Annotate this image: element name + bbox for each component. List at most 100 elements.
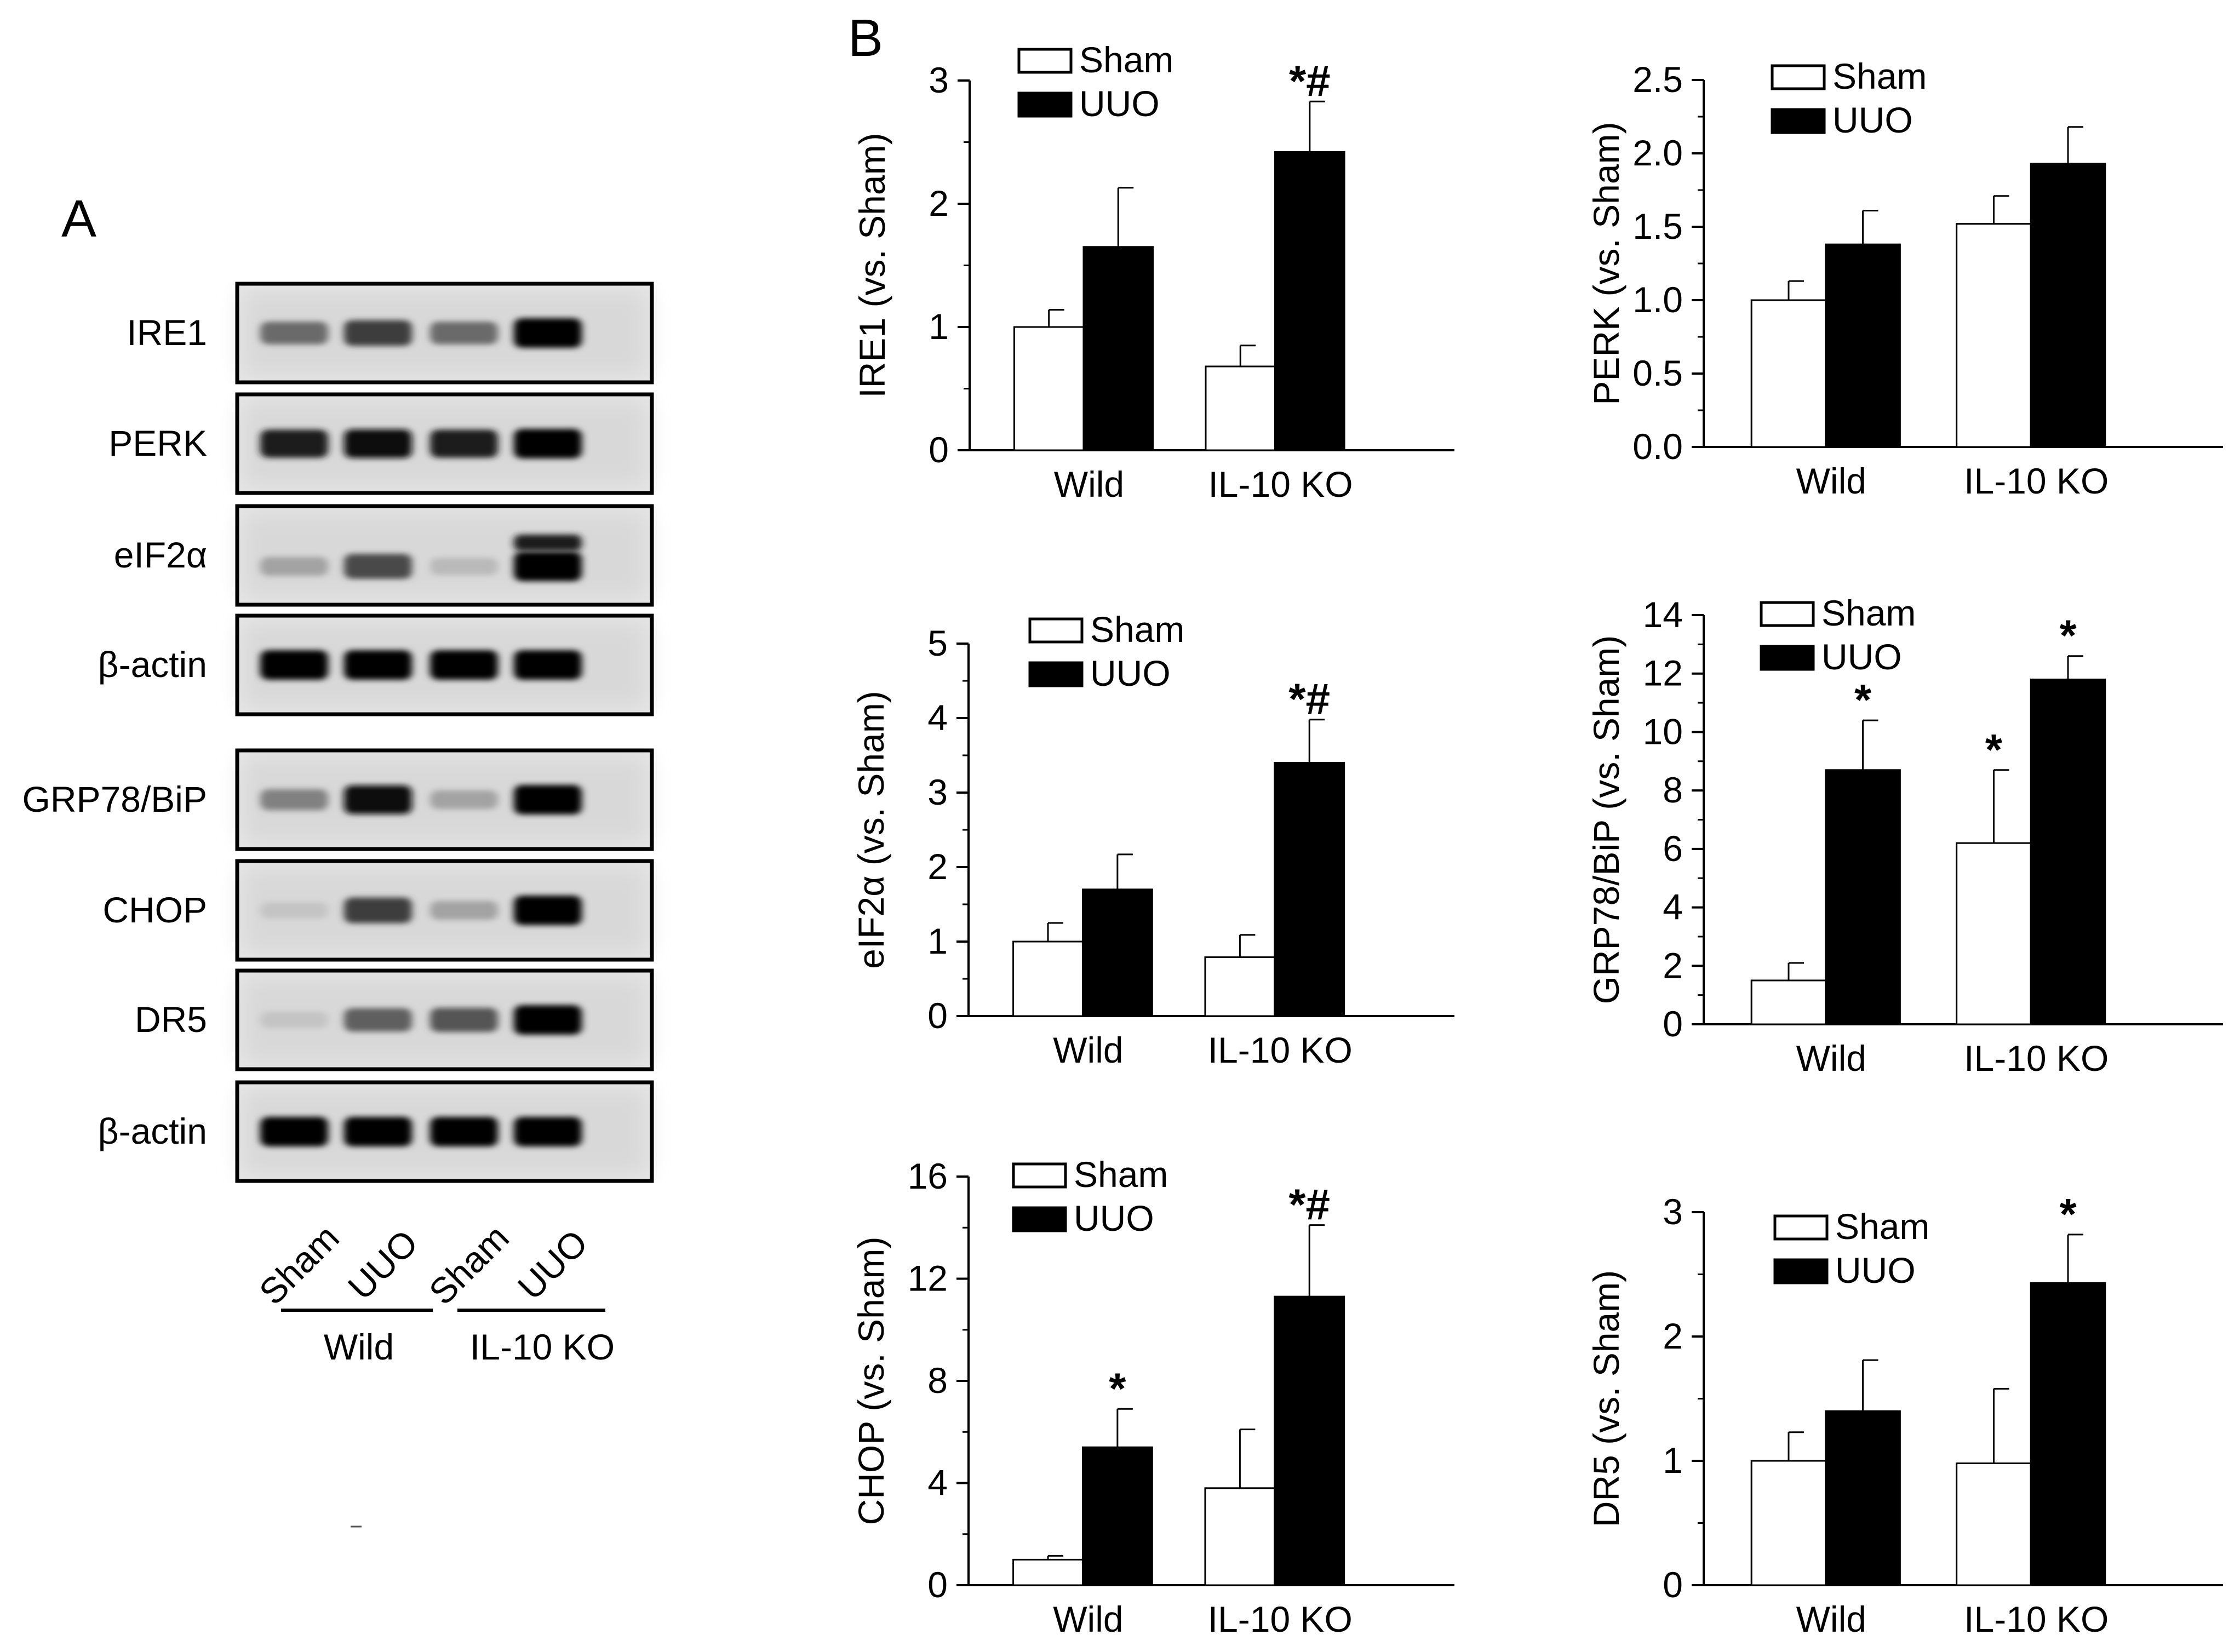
lane-label: UUO xyxy=(340,1222,426,1307)
significance-mark: *# xyxy=(1288,675,1330,724)
chart-3: 0 2 4 6 8 10 12 14 GRP78/BiP (vs. Sham) * * * Wild IL… xyxy=(1586,593,2223,1079)
y-axis-label: PERK (vs. Sham) xyxy=(1586,122,1626,405)
legend-swatch xyxy=(1012,1206,1067,1232)
blot-band xyxy=(344,897,412,923)
blot-0: IRE1 xyxy=(127,282,654,385)
blot-frame xyxy=(235,392,654,495)
y-tick-label: 4 xyxy=(927,697,948,738)
category-label: IL-10 KO xyxy=(1964,461,2109,501)
blot-band xyxy=(260,650,328,680)
blot-band xyxy=(514,1005,582,1035)
legend-swatch xyxy=(1773,1214,1829,1241)
y-tick-label: 2.5 xyxy=(1632,59,1683,100)
group-label: Wild xyxy=(324,1327,394,1367)
y-tick-label: 3 xyxy=(1663,1191,1683,1232)
significance-mark: * xyxy=(1985,725,2003,774)
y-tick-label: 2 xyxy=(927,846,948,887)
bar xyxy=(1750,979,1827,1025)
category-label: Wild xyxy=(1053,1599,1123,1639)
y-tick-label: 12 xyxy=(908,1258,948,1299)
blot-band xyxy=(430,322,498,345)
bar xyxy=(1825,1410,1901,1586)
y-tick-label: 0 xyxy=(1663,1003,1683,1044)
blot-band xyxy=(430,558,498,575)
blot-haze xyxy=(243,513,646,598)
blot-frame xyxy=(235,859,654,962)
bar xyxy=(1082,246,1154,451)
y-tick-label: 8 xyxy=(927,1360,948,1401)
bar xyxy=(1750,299,1827,448)
blot-label: IRE1 xyxy=(127,312,207,353)
lane-label: UUO xyxy=(510,1222,595,1307)
chart-4: 0 4 8 12 16 CHOP (vs. Sham) * *# Wild IL-10 KO Sha… xyxy=(851,1154,1454,1639)
bar xyxy=(1956,842,2032,1025)
y-tick-label: 2 xyxy=(1663,1316,1683,1356)
blot-band xyxy=(430,429,498,458)
legend-swatch xyxy=(1028,661,1084,687)
blot-band xyxy=(260,789,328,811)
blot-3: β-actin xyxy=(98,613,654,716)
y-tick-label: 4 xyxy=(1663,887,1683,927)
legend-swatch xyxy=(1773,1258,1829,1284)
legend-swatch xyxy=(1017,91,1073,118)
blot-band xyxy=(430,1007,498,1032)
blot-frame xyxy=(235,968,654,1071)
legend-swatch xyxy=(1771,64,1826,90)
blot-band xyxy=(260,902,328,919)
y-tick-label: 5 xyxy=(927,623,948,663)
y-tick-label: 0 xyxy=(927,1564,948,1605)
bar xyxy=(1204,956,1276,1017)
blot-label: GRP78/BiP xyxy=(22,779,207,819)
category-label: Wild xyxy=(1053,1030,1123,1070)
category-label: IL-10 KO xyxy=(1208,464,1353,504)
y-axis-label: IRE1 (vs. Sham) xyxy=(852,133,892,398)
lane-label: Sham xyxy=(251,1217,347,1312)
category-label: IL-10 KO xyxy=(1964,1038,2109,1079)
y-tick-label: 16 xyxy=(908,1156,948,1196)
blot-band-upper xyxy=(514,535,582,551)
y-tick-label: 1 xyxy=(929,306,949,347)
blot-band xyxy=(260,1011,328,1029)
bar xyxy=(1205,365,1276,451)
y-tick-label: 1 xyxy=(1663,1440,1683,1481)
y-axis-label: CHOP (vs. Sham) xyxy=(851,1237,891,1525)
significance-mark: * xyxy=(2059,611,2077,660)
y-tick-label: 0.0 xyxy=(1632,426,1683,467)
bar xyxy=(1081,1446,1153,1586)
significance-mark: * xyxy=(1854,675,1872,724)
legend-label: UUO xyxy=(1832,100,1913,140)
blot-band xyxy=(514,429,582,458)
y-tick-label: 6 xyxy=(1663,828,1683,869)
blot-label: β-actin xyxy=(98,1111,207,1151)
blot-4: GRP78/BiP xyxy=(22,748,654,851)
y-tick-label: 1 xyxy=(927,921,948,961)
legend-swatch xyxy=(1017,48,1073,74)
blot-band xyxy=(344,785,412,814)
blot-6: DR5 xyxy=(135,968,654,1071)
bar xyxy=(1012,1558,1084,1586)
blot-7: β-actin xyxy=(98,1080,654,1183)
legend-label: Sham xyxy=(1835,1206,1929,1247)
blot-frame xyxy=(235,613,654,716)
legend-label: UUO xyxy=(1821,636,1902,677)
blot-5: CHOP xyxy=(102,859,654,962)
blot-band xyxy=(514,552,582,581)
category-label: Wild xyxy=(1796,1599,1866,1639)
bar xyxy=(1956,223,2032,448)
y-axis-label: eIF2α (vs. Sham) xyxy=(851,691,891,969)
y-tick-label: 3 xyxy=(927,772,948,812)
legend-swatch xyxy=(1760,601,1815,627)
blot-band xyxy=(430,650,498,680)
blot-band xyxy=(430,790,498,810)
blot-band xyxy=(260,322,328,345)
blot-label: eIF2α xyxy=(114,535,207,575)
blot-band xyxy=(344,650,412,680)
y-tick-label: 2.0 xyxy=(1632,133,1683,173)
blot-label: CHOP xyxy=(102,890,207,930)
blot-band xyxy=(260,1117,328,1146)
category-label: Wild xyxy=(1054,464,1124,504)
bar xyxy=(1750,1460,1827,1586)
lane-label: Sham xyxy=(421,1217,517,1312)
